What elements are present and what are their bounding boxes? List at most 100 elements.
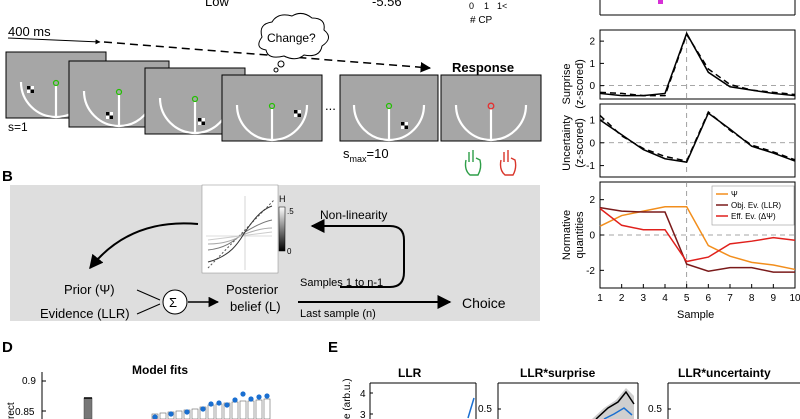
time-arrow — [7, 37, 101, 45]
colorbar-tick-hi: .5 — [287, 207, 294, 216]
panel-e2-line-black — [595, 390, 635, 419]
uncertainty-ylabel-1: Uncertainty — [561, 115, 573, 171]
normative-series-1 — [599, 206, 795, 273]
cp-tick-1: 1 — [484, 1, 489, 11]
panel-b-label: B — [2, 168, 13, 185]
legend-psi: Ψ — [731, 190, 738, 199]
uncertainty-ytick-label-2: 1 — [589, 115, 595, 126]
normative-ylabel: Normative quantities — [561, 210, 586, 260]
dashed-arrow — [103, 41, 432, 73]
panel-d-ytick-label-1: 0.9 — [22, 376, 36, 387]
normative-xtick-label-1: 2 — [619, 293, 625, 304]
surprise-ylabel-2: (z-scored) — [574, 59, 586, 109]
red-hand-icon — [499, 150, 517, 176]
evidence-label: Evidence (LLR) — [40, 306, 130, 321]
panel-e1-tick-4: 4 — [360, 389, 366, 400]
normative-xtick-label-2: 3 — [641, 293, 647, 304]
panel-d-bars — [83, 397, 271, 419]
screen-4 — [221, 74, 323, 142]
prior-label: Prior (Ψ) — [64, 282, 115, 297]
panel-e1-tick-3: 3 — [360, 410, 366, 419]
panel-e-label: E — [328, 339, 338, 356]
sample-xlabel: Sample — [677, 309, 714, 321]
cp-tick-2: 1< — [497, 1, 507, 11]
cp-label: # CP — [470, 15, 493, 26]
normative-series-0 — [599, 205, 796, 271]
normative-xtick-label-4: 5 — [684, 293, 690, 304]
thought-bubble: Change? — [258, 12, 329, 73]
surprise-ylabel-1: Surprise — [561, 64, 573, 105]
normative-xtick-label-7: 8 — [749, 293, 755, 304]
thought-text: Change? — [267, 31, 316, 45]
panel-e-ylabel: e (arb.u.) — [342, 378, 353, 419]
normative-series-2 — [599, 207, 796, 263]
posterior-line-2: belief (L) — [230, 299, 281, 314]
sum-node — [162, 289, 188, 315]
choice-label: Choice — [462, 295, 506, 311]
normative-ylabel-1: Normative — [561, 210, 573, 260]
uncertainty-ylabel-2: (z-scored) — [574, 118, 586, 168]
colorbar — [278, 206, 286, 252]
surprise-chart: 0 1 2 — [589, 29, 796, 100]
last-sample-label: Last sample (n) — [300, 308, 376, 320]
surprise-ytick-label-2: 2 — [589, 37, 595, 48]
evidence-connector — [136, 303, 161, 315]
value-label: -5.56 — [372, 0, 402, 9]
posterior-line-1: Posterior — [226, 282, 279, 297]
panel-e-ylabel-text: e (arb.u.) — [342, 378, 353, 419]
normative-chart: -2 0 2 1 2 3 4 5 6 7 8 9 10 — [586, 181, 800, 304]
panel-d-label: D — [2, 339, 13, 356]
uncertainty-ytick-label-1: 0 — [589, 138, 595, 149]
surprise-ytick-label-0: 0 — [589, 81, 595, 92]
normative-xtick-label-8: 9 — [771, 293, 777, 304]
time-label: 400 ms — [8, 24, 51, 39]
panel-e2-tick: 0.5 — [478, 404, 492, 415]
legend-delta-psi: Eff. Ev. (ΔΨ) — [731, 212, 776, 221]
normative-xtick-label-0: 1 — [597, 293, 603, 304]
surprise-ytick-label-1: 1 — [589, 59, 595, 70]
normative-xtick-label-6: 7 — [727, 293, 733, 304]
panel-e3-tick: 0.5 — [648, 404, 662, 415]
surprise-series-1 — [599, 32, 796, 97]
nonlinearity-inset — [201, 184, 279, 274]
panel-d-dots — [152, 391, 270, 419]
panel-e-title-3: LLR*uncertainty — [678, 366, 771, 380]
samples-label: Samples 1 to n-1 — [300, 277, 383, 289]
prior-connector — [136, 289, 161, 301]
panel-d-ytick-label-2: 0.85 — [15, 407, 35, 418]
uncertainty-chart: -1 0 1 — [586, 103, 796, 178]
uncertainty-frame — [599, 103, 796, 178]
panel-e1-line — [467, 397, 475, 419]
surprise-series-0 — [599, 31, 796, 97]
low-label: Low — [205, 0, 229, 9]
uncertainty-series-1 — [599, 110, 796, 162]
normative-xtick-label-3: 4 — [662, 293, 668, 304]
uncertainty-ylabel: Uncertainty (z-scored) — [561, 115, 586, 171]
normative-ytick-label-0: -2 — [586, 266, 595, 277]
sum-symbol: Σ — [169, 295, 177, 310]
panel-e-title-1: LLR — [398, 366, 422, 380]
loop-arrow-right — [310, 219, 405, 288]
normative-ytick-label-2: 2 — [589, 195, 595, 206]
loop-arrow-left — [89, 222, 199, 270]
nonlinearity-label: Non-linearity — [320, 208, 387, 222]
normative-xtick-label-9: 10 — [789, 293, 800, 304]
colorbar-tick-lo: 0 — [287, 247, 292, 256]
panel-d-ylabel-text: rect — [6, 402, 17, 419]
panel-e2-line-blue — [603, 407, 633, 419]
green-hand-icon — [464, 150, 482, 176]
normative-ylabel-2: quantities — [574, 211, 586, 259]
response-label: Response — [452, 60, 514, 75]
cp-tick-0: 0 — [469, 1, 474, 11]
screen-max — [339, 74, 439, 142]
uncertainty-ytick-label-0: -1 — [586, 161, 595, 172]
colorbar-title: H — [279, 194, 286, 204]
legend-llr: Obj. Ev. (LLR) — [731, 201, 781, 210]
panel-e-title-2: LLR*surprise — [520, 366, 596, 380]
normative-xtick-label-5: 6 — [706, 293, 712, 304]
s-max-label: smax=10 — [343, 146, 389, 164]
normative-legend: Ψ Obj. Ev. (LLR) Eff. Ev. (ΔΨ) — [711, 185, 795, 226]
screen-response — [440, 74, 542, 142]
panel-d-title: Model fits — [132, 363, 188, 377]
